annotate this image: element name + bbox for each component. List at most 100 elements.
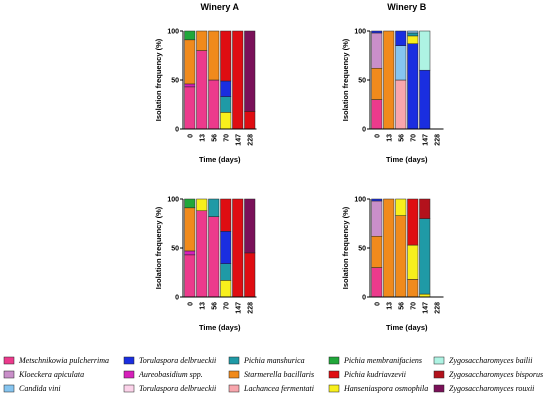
legend-item: Kloeckera apiculata: [3, 370, 84, 379]
bar-segment: [419, 30, 431, 71]
bar-segment: [196, 198, 208, 212]
chart-title: Winery B: [387, 2, 426, 12]
legend-swatch: [123, 370, 135, 379]
legend-label: Lachancea fermentati: [243, 384, 314, 393]
bar-segment: [220, 96, 232, 113]
bar-segment: [383, 30, 395, 130]
x-tick-label: 228: [434, 134, 441, 146]
legend-label: Metschnikowia pulcherrima: [18, 356, 109, 365]
bar-segment: [395, 30, 407, 46]
legend-swatch: [123, 384, 135, 393]
bar-segment: [371, 198, 383, 202]
y-tick-label: 50: [171, 78, 179, 85]
x-tick-label: 70: [410, 134, 417, 142]
legend-item: Lachancea fermentati: [228, 384, 314, 393]
x-tick-label: 56: [398, 302, 405, 310]
legend-item: Torulaspora delbrueckii: [123, 384, 216, 393]
bar-segment: [407, 30, 419, 34]
legend-label: Zygosaccharomyces rouxii: [449, 384, 534, 393]
legend-swatch: [228, 370, 240, 379]
bar-segment: [395, 215, 407, 298]
legend-label: Pichia kudriavzevii: [343, 370, 406, 379]
legend-label: Hanseniaspora osmophila: [343, 384, 428, 393]
legend-item: Hanseniaspora osmophila: [328, 384, 428, 393]
y-tick-label: 100: [167, 197, 179, 204]
x-tick-label: 228: [247, 302, 254, 314]
legend-label: Pichia membranifaciens: [343, 356, 422, 365]
bar-segment: [184, 254, 196, 298]
bar-segment: [419, 69, 431, 130]
legend-label: Candida vini: [19, 384, 61, 393]
x-tick-label: 70: [223, 134, 230, 142]
bar-segment: [208, 30, 220, 81]
y-tick-label: 100: [354, 197, 366, 204]
x-tick-label: 13: [199, 134, 206, 142]
legend-label: Starmerella bacillaris: [244, 370, 314, 379]
x-axis-title: Time (days): [386, 323, 428, 332]
bar-segment: [407, 244, 419, 280]
bar-segment: [184, 198, 196, 209]
legend-swatch: [328, 356, 340, 365]
y-tick-label: 100: [167, 29, 179, 36]
legend-item: Zygosaccharomyces bisporus: [433, 370, 543, 379]
x-tick-label: 147: [422, 134, 429, 146]
x-tick-label: 147: [422, 302, 429, 314]
legend-swatch: [3, 370, 15, 379]
bar-segment: [208, 216, 220, 298]
x-tick-label: 147: [235, 134, 242, 146]
legend-swatch: [228, 356, 240, 365]
bar-segment: [371, 32, 383, 69]
x-tick-label: 13: [386, 134, 393, 142]
bar-segment: [244, 111, 256, 130]
legend-swatch: [3, 384, 15, 393]
legend-swatch: [328, 384, 340, 393]
x-axis-title: Time (days): [199, 155, 241, 164]
bar-segment: [196, 50, 208, 130]
x-tick-label: 56: [398, 134, 405, 142]
bar-segment: [196, 30, 208, 51]
bar-segment: [395, 79, 407, 130]
bar-segment: [407, 43, 419, 130]
bar-segment: [407, 35, 419, 44]
legend-item: Pichia kudriavzevii: [328, 370, 406, 379]
legend-swatch: [3, 356, 15, 365]
chart-panel-4: 0 50 100 0 13 56 70 147 228 Time (days) Isolation …: [341, 197, 444, 332]
bar-segment: [244, 30, 256, 112]
legend-label: Torulaspora delbrueckii: [139, 356, 216, 365]
legend-item: Starmerella bacillaris: [228, 370, 314, 379]
bar-segment: [371, 99, 383, 130]
x-tick-label: 0: [374, 134, 381, 138]
y-tick-label: 0: [175, 127, 179, 134]
legend-item: Zygosaccharomyces rouxii: [433, 384, 534, 393]
y-tick-label: 0: [362, 127, 366, 134]
bar-segment: [419, 198, 431, 219]
bar-segment: [244, 198, 256, 254]
bar-segment: [395, 198, 407, 216]
x-tick-label: 228: [247, 134, 254, 146]
y-tick-label: 100: [354, 29, 366, 36]
legend-label: Aureobasidium spp.: [138, 370, 203, 379]
legend-label: Pichia manshurica: [243, 356, 305, 365]
legend-swatch: [433, 370, 445, 379]
legend-item: Metschnikowia pulcherrima: [3, 356, 109, 365]
legend-label: Torulaspora delbrueckii: [139, 384, 216, 393]
y-tick-label: 50: [171, 246, 179, 253]
x-axis-title: Time (days): [199, 323, 241, 332]
bar-segment: [220, 198, 232, 232]
legend-swatch: [433, 356, 445, 365]
chart-panel-2: Winery B 0 50 100 0 13 56 70 147 228 Time (days) Is…: [341, 2, 444, 164]
bar-segment: [232, 30, 244, 130]
y-axis-title: Isolation frequency (%): [154, 206, 163, 289]
x-tick-label: 0: [187, 134, 194, 138]
bar-segment: [395, 45, 407, 81]
y-axis-title: Isolation frequency (%): [154, 38, 163, 121]
x-tick-label: 0: [187, 302, 194, 306]
bar-segment: [220, 280, 232, 298]
bar-segment: [184, 39, 196, 85]
legend-item: Pichia membranifaciens: [328, 356, 422, 365]
legend-swatch: [433, 384, 445, 393]
legend-label: Zygosaccharomyces bailii: [449, 356, 532, 365]
bar-segment: [184, 207, 196, 252]
x-axis-title: Time (days): [386, 155, 428, 164]
bar-segment: [419, 218, 431, 295]
